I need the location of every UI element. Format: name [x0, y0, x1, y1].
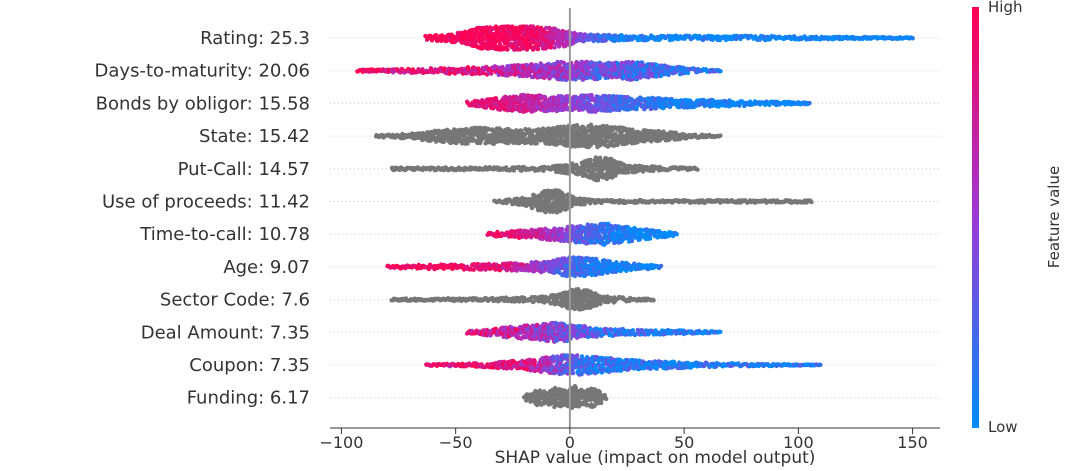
shap-point	[481, 70, 486, 76]
shap-point	[481, 37, 487, 42]
shap-point	[543, 25, 549, 31]
shap-point	[433, 33, 439, 38]
feature-swarm	[492, 188, 814, 215]
shap-point	[598, 34, 603, 39]
shap-point	[666, 64, 671, 70]
shap-point	[484, 25, 489, 30]
shap-point	[510, 24, 515, 29]
shap-point	[561, 124, 567, 129]
feature-swarm	[423, 24, 915, 52]
shap-point	[621, 75, 626, 80]
shap-point	[534, 141, 539, 146]
shap-point	[807, 100, 812, 106]
shap-point	[718, 69, 723, 74]
shap-point	[910, 36, 915, 41]
shap-point	[552, 45, 557, 50]
shap-point	[718, 133, 723, 138]
shap-point	[695, 167, 700, 172]
shap-point	[685, 70, 691, 76]
shap-point	[470, 27, 475, 33]
feature-swarm	[355, 59, 723, 83]
shap-point	[505, 47, 510, 52]
shap-point	[737, 103, 742, 108]
shap-point	[557, 44, 562, 49]
shap-point	[625, 170, 631, 175]
shap-point	[535, 46, 541, 52]
shap-point	[493, 96, 499, 101]
row-gridlines	[330, 37, 940, 399]
shap-point	[597, 75, 602, 81]
shap-point	[542, 94, 548, 100]
shap-point	[639, 33, 645, 39]
shap-point	[654, 74, 659, 79]
feature-swarm	[389, 155, 700, 183]
feature-swarm	[464, 92, 812, 114]
shap-point	[559, 94, 564, 99]
shap-point	[530, 205, 535, 211]
beeswarm-dots	[355, 24, 915, 411]
shap-point	[513, 39, 519, 45]
shap-point	[613, 131, 618, 136]
feature-swarm	[373, 122, 723, 150]
shap-point	[548, 45, 554, 50]
